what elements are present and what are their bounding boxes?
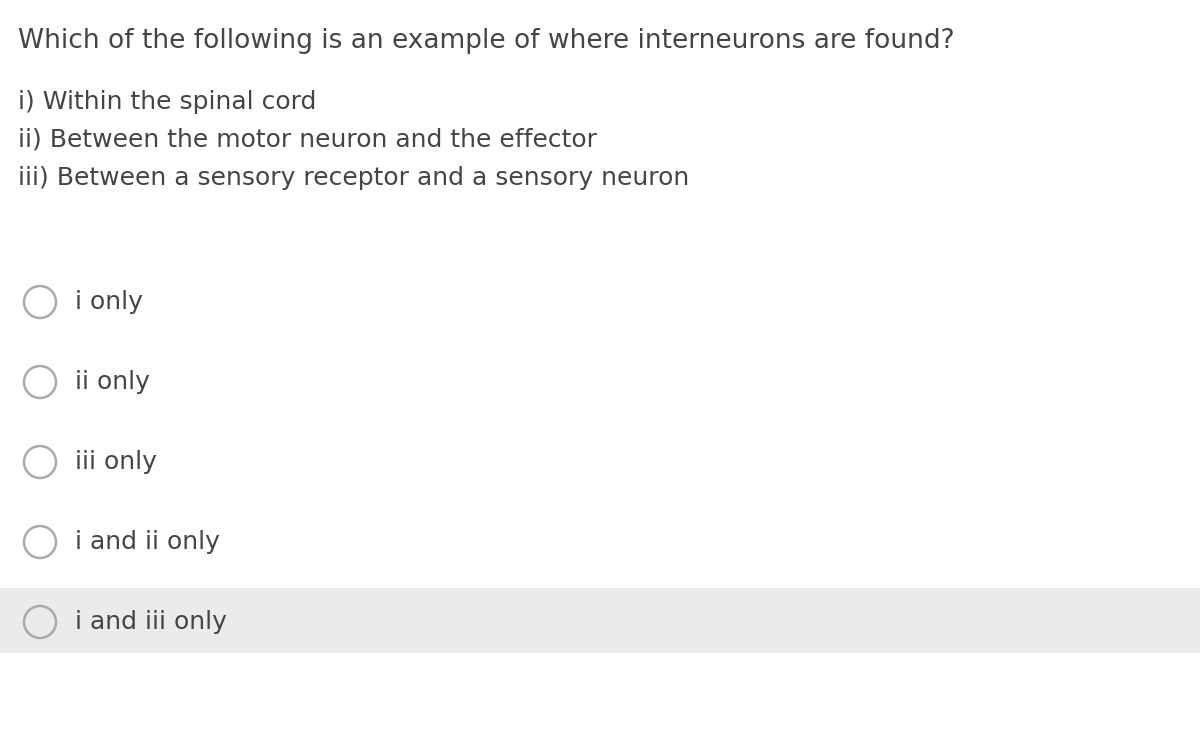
Text: ii) Between the motor neuron and the effector: ii) Between the motor neuron and the eff… (18, 128, 598, 152)
Text: iii) Between a sensory receptor and a sensory neuron: iii) Between a sensory receptor and a se… (18, 166, 689, 190)
Text: iii only: iii only (74, 450, 157, 474)
Text: ii only: ii only (74, 370, 150, 394)
Text: i and ii only: i and ii only (74, 530, 220, 554)
Text: i only: i only (74, 290, 143, 314)
Text: i) Within the spinal cord: i) Within the spinal cord (18, 90, 317, 114)
Text: i and iii only: i and iii only (74, 610, 227, 634)
Text: Which of the following is an example of where interneurons are found?: Which of the following is an example of … (18, 28, 955, 54)
FancyBboxPatch shape (0, 588, 1200, 653)
